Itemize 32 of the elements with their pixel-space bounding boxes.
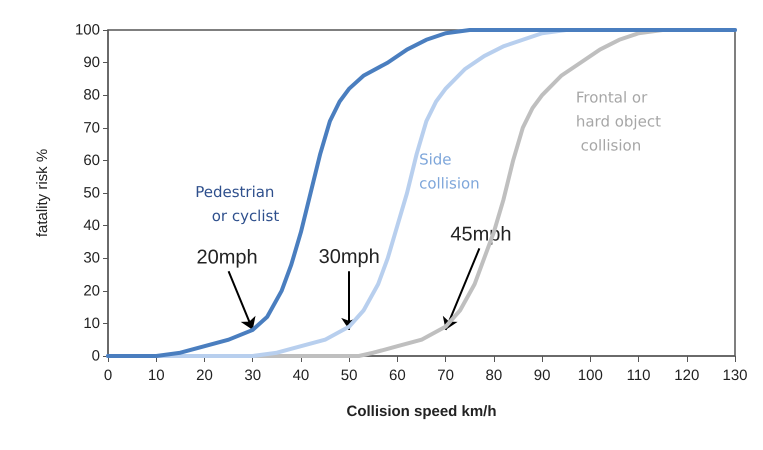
y-tick-label: 60 (83, 152, 100, 169)
y-axis-title: fatality risk % (34, 148, 51, 238)
y-tick-label: 30 (83, 250, 100, 267)
x-tick-label: 40 (292, 367, 310, 384)
x-tick-label: 110 (626, 367, 650, 384)
y-tick-label: 90 (83, 54, 100, 72)
x-tick-label: 30 (244, 367, 262, 384)
x-tick-label: 130 (722, 367, 748, 384)
series-label: Side collision (419, 150, 480, 192)
x-tick-label: 80 (486, 367, 502, 384)
x-axis-title: Collision speed km/h (346, 403, 497, 420)
y-tick-label: 70 (83, 119, 100, 136)
x-tick-label: 50 (340, 367, 358, 384)
annotation: 30mph (318, 246, 380, 268)
x-tick-label: 20 (196, 367, 213, 384)
x-tick-label: 100 (578, 367, 603, 384)
x-tick-label: 10 (148, 367, 165, 384)
y-tick-label: 50 (83, 184, 100, 202)
series-label: Pedestrian or cyclist (195, 182, 280, 225)
y-tick-label: 10 (83, 314, 100, 332)
x-tick-label: 60 (389, 367, 406, 384)
y-tick-label: 80 (83, 86, 100, 104)
annotation: 20mph (196, 246, 258, 269)
x-tick-label: 120 (674, 367, 700, 384)
y-tick-label: 100 (74, 22, 100, 38)
series-label: Frontal or hard object collision (576, 88, 662, 154)
x-tick-label: 90 (534, 367, 550, 384)
x-tick-label: 0 (104, 367, 112, 384)
y-tick-label: 40 (83, 217, 100, 234)
x-tick-label: 70 (437, 367, 454, 384)
y-tick-label: 20 (83, 282, 100, 300)
y-tick-label: 0 (92, 348, 100, 364)
